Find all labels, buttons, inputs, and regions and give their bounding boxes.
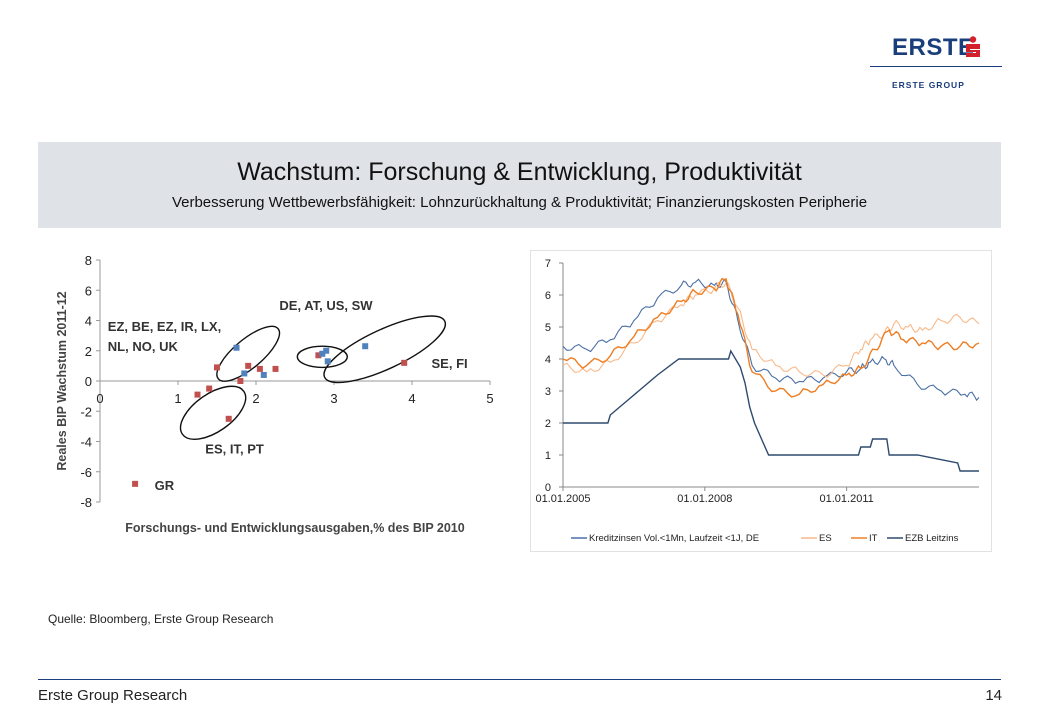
- y-tick-label: 3: [545, 386, 551, 398]
- erste-logo: ERSTE ERSTE GROUP: [870, 28, 1002, 96]
- y-tick-label: 6: [545, 290, 551, 302]
- y-tick-label: 2: [85, 344, 92, 359]
- ellipse-es-it-pt-cluster: [179, 385, 247, 440]
- scatter-point-blue: [323, 347, 330, 354]
- logo-group-label: ERSTE GROUP: [892, 80, 965, 90]
- annotation-label: ES, IT, PT: [205, 442, 264, 457]
- y-tick-label: 5: [545, 322, 551, 334]
- y-tick-label: 7: [545, 258, 551, 270]
- ellipse-core-cluster: [216, 325, 281, 382]
- legend-label: Kreditzinsen Vol.<1Mn, Laufzeit <1J, DE: [589, 533, 759, 544]
- y-tick-label: 8: [85, 253, 92, 268]
- ellipse-de-cluster: [296, 345, 348, 369]
- legend-label: IT: [869, 533, 878, 544]
- x-tick-label: 01.01.2011: [820, 493, 874, 505]
- page-number: 14: [985, 687, 1002, 704]
- series-line-EZB: [563, 349, 979, 472]
- x-tick-label: 01.01.2005: [535, 493, 590, 505]
- scatter-point-red: [132, 480, 139, 487]
- page-title: Wachstum: Forschung & Entwicklung, Produ…: [237, 158, 802, 186]
- legend-label: ES: [819, 533, 832, 544]
- y-tick-label: -4: [80, 435, 92, 450]
- scatter-point-red: [401, 359, 408, 366]
- logo-word: ERSTE: [892, 34, 975, 61]
- ellipse-se-fi-cluster: [323, 315, 447, 384]
- x-tick-label: 4: [408, 391, 415, 406]
- annotation-label: GR: [155, 478, 175, 493]
- scatter-point-red: [315, 352, 322, 359]
- y-tick-label: -8: [80, 495, 92, 510]
- x-tick-label: 1: [174, 391, 181, 406]
- y-tick-label: 6: [85, 283, 92, 298]
- page-subtitle: Verbesserung Wettbewerbsfähigkeit: Lohnz…: [171, 194, 868, 211]
- x-tick-label: 3: [330, 391, 337, 406]
- logo-divider: [870, 66, 1002, 67]
- y-tick-label: 4: [85, 314, 92, 329]
- series-line-IT: [562, 277, 980, 398]
- scatter-point-red: [194, 391, 201, 398]
- scatter-chart-svg: 8 6 4 2 0 -2 -4 -6 -8 0 1 2 3 4 5 Reales BIP Wachstum 2…: [55, 253, 494, 535]
- x-tick-label: 5: [486, 391, 493, 406]
- x-tick-label: 01.01.2008: [677, 493, 732, 505]
- annotation-label: DE, AT, US, SW: [279, 298, 373, 313]
- y-tick-label: 2: [545, 418, 551, 430]
- header-band: Wachstum: Forschung & Entwicklung, Produ…: [38, 142, 1001, 228]
- y-tick-label: 0: [85, 374, 92, 389]
- x-tick-label: 0: [96, 391, 103, 406]
- series-line-Kreditzinsen: [562, 278, 980, 402]
- scatter-point-blue: [233, 344, 240, 351]
- annotation-label: NL, NO, UK: [108, 339, 179, 354]
- y-tick-label: 4: [545, 354, 551, 366]
- y-tick-label: 1: [545, 450, 551, 462]
- footer-divider: [38, 679, 1001, 680]
- x-axis-label: Forschungs- und Entwicklungsausgaben,% d…: [125, 521, 464, 535]
- scatter-point-blue: [260, 371, 267, 378]
- scatter-point-red: [225, 415, 232, 422]
- series-line-ES: [562, 281, 980, 378]
- scatter-point-red: [272, 365, 279, 372]
- scatter-point-blue: [319, 350, 326, 357]
- annotation-label: EZ, BE, EZ, IR, LX,: [108, 319, 221, 334]
- annotation-label: SE, FI: [432, 356, 468, 371]
- legend-label: EZB Leitzins: [905, 533, 959, 544]
- scatter-point-red: [237, 378, 244, 384]
- scatter-chart: 8 6 4 2 0 -2 -4 -6 -8 0 1 2 3 4 5 Reales BIP Wachstum 2…: [40, 248, 500, 548]
- y-tick-label: 0: [545, 482, 551, 494]
- line-chart: 0 1 2 3 4 5 6 7 01.01.2005 01.01.2008 01.01.2011 Kr…: [530, 250, 992, 552]
- scatter-point-blue: [241, 370, 248, 377]
- scatter-point-red: [206, 385, 213, 392]
- line-chart-svg: 0 1 2 3 4 5 6 7 01.01.2005 01.01.2008 01.01.2011 Kr…: [535, 258, 980, 544]
- scatter-point-blue: [324, 358, 331, 365]
- scatter-point-red: [214, 364, 220, 371]
- scatter-point-red: [256, 365, 263, 372]
- source-note: Quelle: Bloomberg, Erste Group Research: [48, 612, 274, 626]
- scatter-point-red: [245, 362, 252, 369]
- sparkasse-s-icon: [966, 36, 980, 57]
- x-tick-label: 2: [252, 391, 259, 406]
- scatter-point-blue: [362, 343, 369, 350]
- footer-company: Erste Group Research: [38, 687, 188, 704]
- y-axis-label: Reales BIP Wachstum 2011-12: [55, 291, 69, 470]
- y-tick-label: -6: [80, 465, 92, 480]
- y-tick-label: -2: [80, 404, 92, 419]
